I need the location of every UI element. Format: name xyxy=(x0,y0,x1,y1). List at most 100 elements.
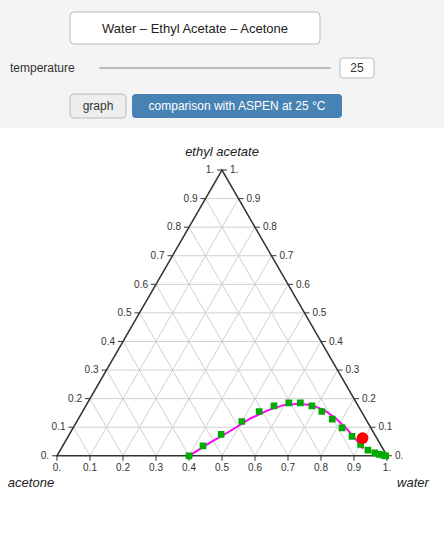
tick-label: 0.6 xyxy=(248,462,262,473)
value-box xyxy=(340,58,374,78)
tick-label: 1. xyxy=(206,164,214,175)
tick-label: 1. xyxy=(230,164,238,175)
point-square xyxy=(382,452,389,459)
grid-line xyxy=(90,199,239,456)
tick xyxy=(90,456,91,461)
point-square xyxy=(285,400,292,407)
point-square xyxy=(186,452,193,459)
tick xyxy=(239,198,244,199)
header: Water – Ethyl Acetate – Acetone temperatu… xyxy=(0,0,444,128)
tick-label: 0.1 xyxy=(83,462,97,473)
point-square xyxy=(309,402,316,409)
tick xyxy=(102,370,107,371)
grid-line xyxy=(173,256,289,456)
tick-label: 0.7 xyxy=(281,462,295,473)
grid-line xyxy=(107,370,338,371)
tick-label: 0.6 xyxy=(134,279,148,290)
grid xyxy=(74,199,371,456)
tick-label: 0.2 xyxy=(68,393,82,404)
point-square xyxy=(339,424,346,431)
tick xyxy=(255,456,256,461)
tick-label: 0.4 xyxy=(329,336,343,347)
slider-track xyxy=(100,67,330,69)
tick-label: 0.5 xyxy=(215,462,229,473)
grid-line xyxy=(140,313,223,456)
tick xyxy=(288,284,293,285)
point-square xyxy=(365,447,372,454)
series-2 xyxy=(357,432,369,444)
tick xyxy=(222,456,223,461)
annotation: graph xyxy=(83,99,114,113)
tick-label: 0.4 xyxy=(101,336,115,347)
tick xyxy=(156,456,157,461)
grid-line xyxy=(74,427,371,428)
tick-label: 0.8 xyxy=(263,221,277,232)
tick-label: 0.5 xyxy=(118,307,132,318)
axes: 0. 0.1 0.2 0.3 0.4 0.5 0.6 0.7 0.8 0.9 1. 0. 0.1 0.2 0… xyxy=(41,164,404,473)
grid-line xyxy=(123,341,321,342)
grid-line xyxy=(156,256,272,456)
tick xyxy=(321,341,326,342)
grid-line xyxy=(90,398,354,399)
axis-label: acetone xyxy=(8,475,54,490)
tick xyxy=(85,398,90,399)
tick xyxy=(123,456,124,461)
tick xyxy=(321,456,322,461)
tick-label: 0.8 xyxy=(314,462,328,473)
tick xyxy=(57,456,58,461)
point-square xyxy=(200,442,207,449)
button xyxy=(70,94,126,118)
tick-label: 0.9 xyxy=(247,193,261,204)
point-square xyxy=(271,402,278,409)
point-square xyxy=(318,408,325,415)
tick-label: 0.3 xyxy=(346,364,360,375)
phase-envelope xyxy=(189,404,363,456)
tick-label: 0.2 xyxy=(362,393,376,404)
grid-line xyxy=(173,255,272,256)
tick xyxy=(217,170,222,171)
grid-line xyxy=(288,370,338,456)
annotation: temperature xyxy=(10,61,75,75)
tick xyxy=(222,170,227,171)
tick xyxy=(371,427,376,428)
tick-label: 0.6 xyxy=(296,279,310,290)
tick xyxy=(354,456,355,461)
grid-line xyxy=(206,199,355,456)
tick xyxy=(135,312,140,313)
data-marks xyxy=(186,400,389,460)
grid-line xyxy=(222,313,305,456)
chart: Water – Ethyl Acetate – Acetone temperatu… xyxy=(0,0,444,546)
tick-label: 0.9 xyxy=(347,462,361,473)
tick-label: 0.7 xyxy=(280,250,294,261)
tick-label: 0.3 xyxy=(149,462,163,473)
tick-label: 0.7 xyxy=(151,250,165,261)
tick xyxy=(168,255,173,256)
tick xyxy=(52,455,57,456)
point-square xyxy=(218,431,225,438)
point-square xyxy=(349,433,356,440)
series-1 xyxy=(186,400,389,460)
point-square xyxy=(256,408,263,415)
tick xyxy=(151,284,156,285)
grid-line xyxy=(156,284,288,285)
point-circle xyxy=(357,432,369,444)
tick xyxy=(201,198,206,199)
plot: 0. 0.1 0.2 0.3 0.4 0.5 0.6 0.7 0.8 0.9 1. 0. 0.1 0.2 0… xyxy=(8,144,430,490)
title: Water – Ethyl Acetate – Acetone xyxy=(102,21,288,36)
tick-label: 0.3 xyxy=(85,364,99,375)
tick-label: 0.2 xyxy=(116,462,130,473)
tick xyxy=(288,456,289,461)
point-square xyxy=(297,400,304,407)
tick-label: 0.9 xyxy=(184,193,198,204)
tick xyxy=(184,227,189,228)
tick-label: 0. xyxy=(41,450,49,461)
axis-line xyxy=(57,170,387,456)
subtitle: comparison with ASPEN at 25 °C xyxy=(149,99,326,113)
tick-label: 0. xyxy=(395,450,403,461)
point-square xyxy=(329,416,336,423)
axis-left: 0.0.10.20.30.40.50.60.70.80.91. xyxy=(41,164,222,461)
tick-label: 0.5 xyxy=(313,307,327,318)
tick-label: 0.1 xyxy=(379,421,393,432)
tick xyxy=(338,370,343,371)
tick-label: 0.4 xyxy=(182,462,196,473)
